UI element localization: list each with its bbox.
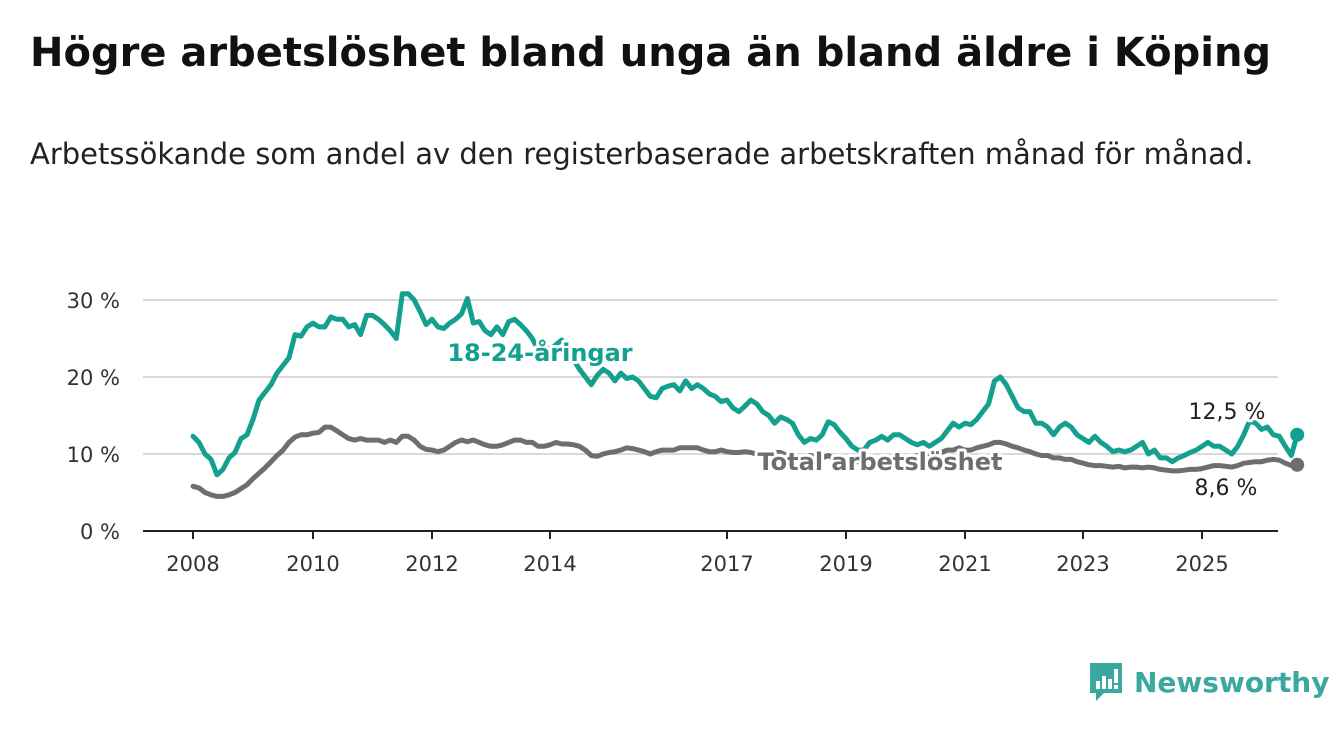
grid-lines bbox=[143, 299, 1278, 532]
end-value-total: 8,6 % bbox=[1195, 476, 1258, 501]
y-tick-label: 0 % bbox=[80, 520, 120, 544]
y-tick-label: 30 % bbox=[67, 289, 120, 313]
series-line bbox=[190, 424, 1300, 499]
x-tick-label: 2008 bbox=[166, 552, 219, 576]
x-tick-label: 2023 bbox=[1056, 552, 1109, 576]
brand-name: Newsworthy bbox=[1134, 665, 1330, 699]
x-tick-label: 2019 bbox=[819, 552, 872, 576]
series-labels: 18-24-åringar Total arbetslöshet 12,5 % 8,6… bbox=[444, 335, 1268, 504]
series-name-youth: 18-24-åringar bbox=[447, 338, 632, 367]
x-tick-label: 2012 bbox=[405, 552, 458, 576]
x-axis-ticks: 2008 2010 2012 2014 2017 2019 2021 2023 2025 bbox=[166, 531, 1229, 576]
brand-logo[interactable]: Newsworthy bbox=[1088, 660, 1329, 704]
chart-title: Högre arbetslöshet bland unga än bland ä… bbox=[30, 30, 1272, 76]
x-tick-label: 2025 bbox=[1175, 552, 1228, 576]
series-lines bbox=[190, 291, 1305, 499]
y-axis-ticks: 0 % 10 % 20 % 30 % bbox=[67, 289, 120, 544]
series-line bbox=[190, 291, 1300, 478]
x-tick-label: 2021 bbox=[938, 552, 991, 576]
series-end-dot bbox=[1290, 427, 1305, 442]
y-tick-label: 20 % bbox=[67, 366, 120, 390]
end-value-youth: 12,5 % bbox=[1189, 400, 1266, 425]
x-tick-label: 2014 bbox=[523, 552, 576, 576]
x-tick-label: 2017 bbox=[700, 552, 753, 576]
series-name-total: Total arbetslöshet bbox=[757, 448, 1002, 476]
chart-subtitle: Arbetssökande som andel av den registerb… bbox=[30, 137, 1254, 171]
chart-bubble-icon bbox=[1090, 663, 1122, 701]
series-end-dot bbox=[1290, 457, 1305, 472]
y-tick-label: 10 % bbox=[67, 443, 120, 467]
x-tick-label: 2010 bbox=[286, 552, 339, 576]
